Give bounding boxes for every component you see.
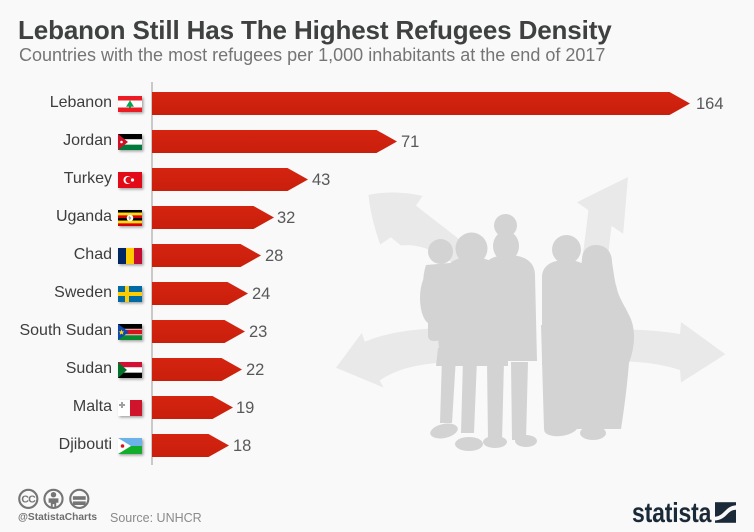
svg-text:CC: CC <box>21 494 36 506</box>
svg-text:statista: statista <box>632 498 712 526</box>
